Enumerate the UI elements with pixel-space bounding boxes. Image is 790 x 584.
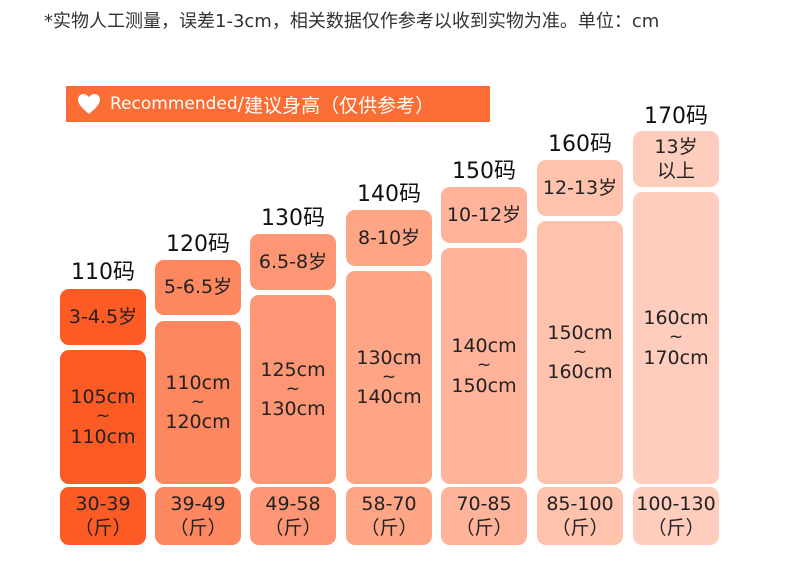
age-range: 12-13岁 xyxy=(537,160,623,216)
size-label: 110码 xyxy=(71,260,135,285)
size-label: 150码 xyxy=(452,159,516,184)
weight-range: 58-70 （斤） xyxy=(346,487,432,545)
banner-chinese-label: 建议身高（仅供参考） xyxy=(244,94,435,117)
age-range: 3-4.5岁 xyxy=(60,289,146,345)
weight-range: 30-39 （斤） xyxy=(60,487,146,545)
measurement-note: *实物人工测量，误差1-3cm，相关数据仅作参考以收到实物为准。单位：cm xyxy=(44,11,660,32)
banner-english-label: Recommended xyxy=(110,94,238,114)
weight-range: 85-100 （斤） xyxy=(537,487,623,545)
weight-range: 49-58 （斤） xyxy=(250,487,336,545)
weight-range: 100-130 （斤） xyxy=(633,487,719,545)
size-label: 170码 xyxy=(644,104,708,129)
size-label: 140码 xyxy=(357,182,421,207)
age-range: 5-6.5岁 xyxy=(155,260,241,315)
banner-separator: / xyxy=(237,93,245,115)
size-label: 160码 xyxy=(548,132,612,157)
height-range: 130cm ~ 140cm xyxy=(346,271,432,484)
height-range: 110cm ~ 120cm xyxy=(155,321,241,484)
age-range: 8-10岁 xyxy=(346,210,432,266)
weight-range: 39-49 （斤） xyxy=(155,487,241,545)
age-range: 10-12岁 xyxy=(441,187,527,243)
height-range: 125cm ~ 130cm xyxy=(250,295,336,484)
age-range: 6.5-8岁 xyxy=(250,234,336,290)
weight-range: 70-85 （斤） xyxy=(441,487,527,545)
height-range: 150cm ~ 160cm xyxy=(537,221,623,484)
recommended-height-banner: Recommended / 建议身高（仅供参考） xyxy=(66,86,490,122)
height-range: 160cm ~ 170cm xyxy=(633,192,719,484)
age-range: 13岁 以上 xyxy=(633,131,719,187)
heart-icon xyxy=(78,94,100,114)
height-range: 105cm ~ 110cm xyxy=(60,350,146,484)
size-label: 120码 xyxy=(166,232,230,257)
size-label: 130码 xyxy=(261,206,325,231)
height-range: 140cm ~ 150cm xyxy=(441,248,527,484)
